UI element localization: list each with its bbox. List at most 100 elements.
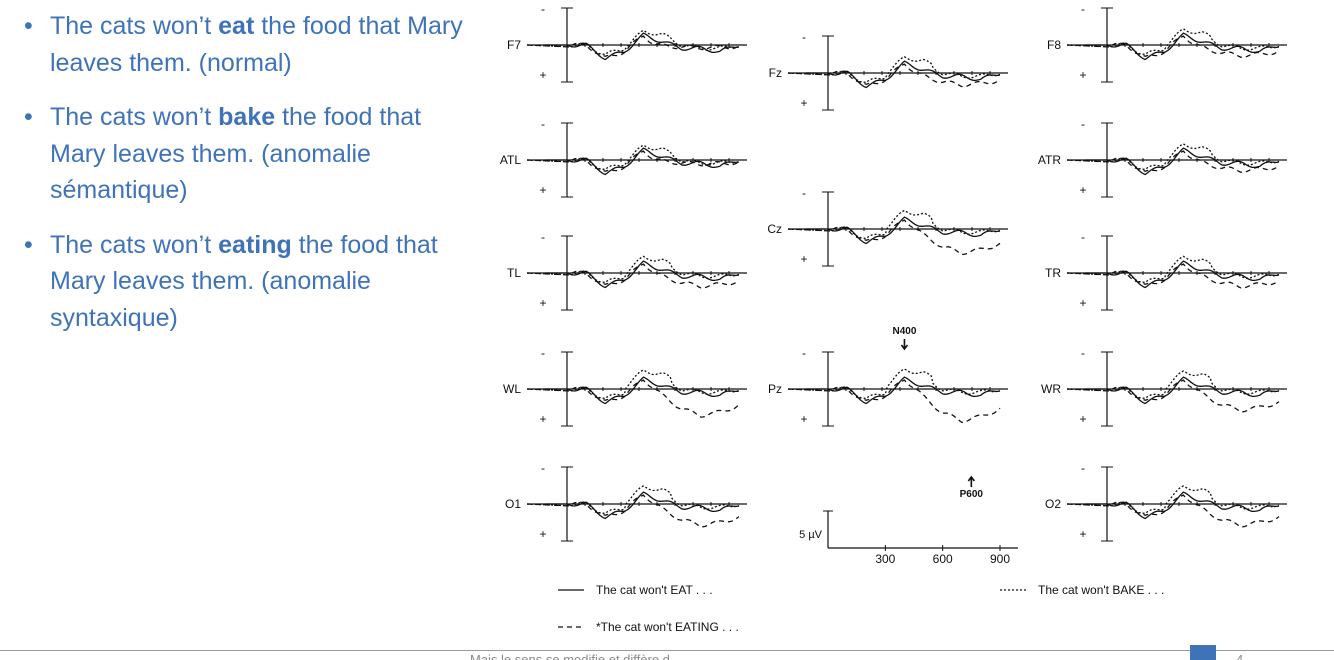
channel-label: Fz <box>769 66 782 80</box>
bullet-item: • The cats won’t bake the food that Mary … <box>14 99 469 209</box>
erp-line-solid <box>1067 491 1280 520</box>
erp-figure: F7 - + Fz - + F8 - + ATL - + ATR - + Cz - + TL - + TR - + WL - + Pz… <box>500 2 1287 634</box>
erp-line-solid <box>527 491 740 520</box>
scale-tick-label: 900 <box>990 552 1010 566</box>
negative-label: - <box>1081 461 1085 475</box>
negative-label: - <box>1081 2 1085 16</box>
bullet-symbol: • <box>24 12 33 40</box>
positive-label: + <box>800 96 807 110</box>
negative-label: - <box>802 30 806 44</box>
bullet-text: The cats won’t <box>50 103 219 131</box>
bullet-item: • The cats won’t eating the food that Mar… <box>14 227 469 337</box>
positive-label: + <box>1079 183 1086 197</box>
channel-label: TL <box>507 266 521 280</box>
erp-line-dotted <box>526 369 740 400</box>
erp-line-dotted <box>787 55 1001 84</box>
erp-line-dashed <box>526 494 740 528</box>
scale-amplitude-label: 5 µV <box>799 529 823 541</box>
negative-label: - <box>541 117 545 131</box>
positive-label: + <box>800 412 807 426</box>
erp-line-dashed <box>787 379 1001 424</box>
erp-line-solid <box>1067 376 1280 405</box>
bullet-symbol: • <box>24 103 33 131</box>
positive-label: + <box>1079 296 1086 310</box>
erp-line-dashed <box>526 379 740 418</box>
annotation-p600: P600 <box>960 489 984 500</box>
footer-text: Mais le sens se modifie et diffère d... <box>470 652 681 660</box>
positive-label: + <box>539 527 546 541</box>
bullet-text: The cats won’t <box>50 12 219 40</box>
erp-line-dashed <box>1066 379 1280 413</box>
channel-label: F8 <box>1047 38 1061 52</box>
page-number: 4 <box>1236 652 1244 660</box>
erp-line-solid <box>527 147 740 176</box>
legend-label: *The cat won't EATING . . . <box>596 620 739 634</box>
erp-line-solid <box>1067 32 1280 61</box>
channel-label: ATL <box>500 153 521 167</box>
scale-tick-label: 300 <box>875 552 895 566</box>
negative-label: - <box>802 346 806 360</box>
erp-line-solid <box>527 32 740 61</box>
negative-label: - <box>541 2 545 16</box>
erp-line-dashed <box>526 150 740 173</box>
erp-line-dashed <box>1066 263 1280 289</box>
erp-line-solid <box>527 260 740 289</box>
channel-label: Pz <box>768 382 782 396</box>
channel-label: F7 <box>507 38 521 52</box>
erp-line-solid <box>1067 147 1280 176</box>
footer-mark <box>1190 645 1216 660</box>
bullet-text: the food that Mary leaves them. (anomali… <box>50 230 438 332</box>
erp-line-dotted <box>526 144 740 171</box>
annotation-n400: N400 <box>892 326 916 337</box>
positive-label: + <box>800 252 807 266</box>
bullet-keyword: eating <box>218 230 292 259</box>
erp-line-solid <box>788 376 1001 405</box>
erp-line-dashed <box>526 35 740 58</box>
bullet-keyword: bake <box>218 103 276 131</box>
negative-label: - <box>802 186 806 200</box>
positive-label: + <box>539 412 546 426</box>
negative-label: - <box>541 346 545 360</box>
erp-line-solid <box>527 376 740 405</box>
bullet-item: • The cats won’t eat the food that Mary l… <box>14 8 469 81</box>
negative-label: - <box>541 461 545 475</box>
erp-line-dotted <box>1066 28 1280 56</box>
channel-label: O2 <box>1045 497 1061 511</box>
channel-label: WL <box>503 382 521 396</box>
erp-line-dashed <box>1066 494 1280 528</box>
bullet-text: The cats won’t <box>50 230 219 259</box>
legend-label: The cat won't EAT . . . <box>596 583 713 597</box>
annotation-arrow <box>900 339 909 351</box>
positive-label: + <box>1079 68 1086 82</box>
negative-label: - <box>1081 117 1085 131</box>
negative-label: - <box>1081 230 1085 244</box>
erp-line-dashed <box>1066 150 1280 174</box>
legend-label: The cat won't BAKE . . . <box>1038 583 1164 597</box>
erp-line-dotted <box>787 368 1001 400</box>
erp-line-dotted <box>526 29 740 56</box>
annotation-arrow <box>967 475 975 487</box>
channel-label: O1 <box>505 497 521 511</box>
positive-label: + <box>539 68 546 82</box>
negative-label: - <box>541 230 545 244</box>
bottom-rule <box>0 650 1334 651</box>
positive-label: + <box>1079 412 1086 426</box>
erp-line-dashed <box>787 219 1001 256</box>
channel-label: ATR <box>1038 153 1061 167</box>
erp-line-dashed <box>787 63 1001 88</box>
erp-line-solid <box>1067 260 1280 289</box>
bullet-symbol: • <box>24 230 33 259</box>
channel-label: TR <box>1045 266 1061 280</box>
bullet-list: • The cats won’t eat the food that Mary l… <box>14 8 469 354</box>
erp-line-dashed <box>1066 35 1280 59</box>
erp-line-solid <box>788 60 1001 89</box>
erp-line-solid <box>788 216 1001 245</box>
erp-line-dotted <box>1066 143 1280 171</box>
scale-tick-label: 600 <box>933 552 953 566</box>
bullet-text: the food that Mary leaves them. (anomali… <box>50 103 422 204</box>
erp-line-dashed <box>526 263 740 289</box>
negative-label: - <box>1081 346 1085 360</box>
channel-label: Cz <box>767 222 782 236</box>
bullet-text: the food that Mary leaves them. (normal) <box>50 12 463 77</box>
bullet-keyword: eat <box>218 12 255 40</box>
